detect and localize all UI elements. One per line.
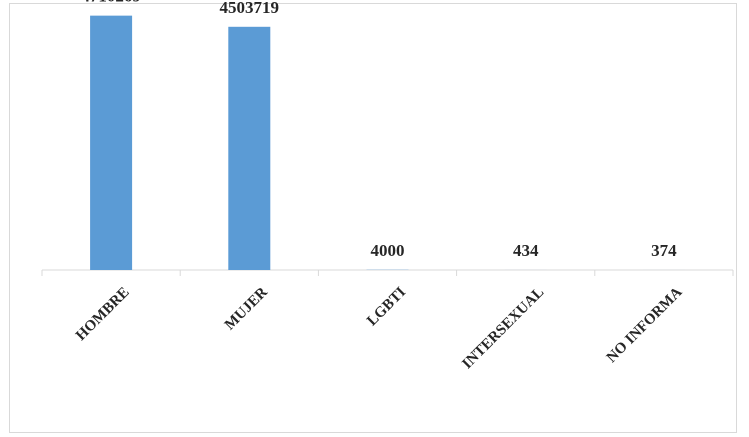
data-label: 374 [651,241,677,260]
bar-hombre [90,15,133,270]
category-label: INTERSEXUAL [459,284,547,372]
bar-mujer [228,26,271,270]
data-label: 4710269 [81,0,141,6]
data-label: 4000 [371,241,405,260]
data-labels: 4710269 4503719 4000 434 374 [81,0,677,260]
category-label: MUJER [222,284,271,333]
category-label: NO INFORMA [604,284,686,366]
category-label: HOMBRE [73,284,133,344]
category-labels: HOMBRE MUJER LGBTI INTERSEXUAL NO INFORMA [73,284,686,372]
data-label: 4503719 [220,0,280,17]
data-label: 434 [513,241,539,260]
x-axis-ticks [41,270,734,276]
bars [90,15,685,270]
category-label: LGBTI [364,284,409,329]
